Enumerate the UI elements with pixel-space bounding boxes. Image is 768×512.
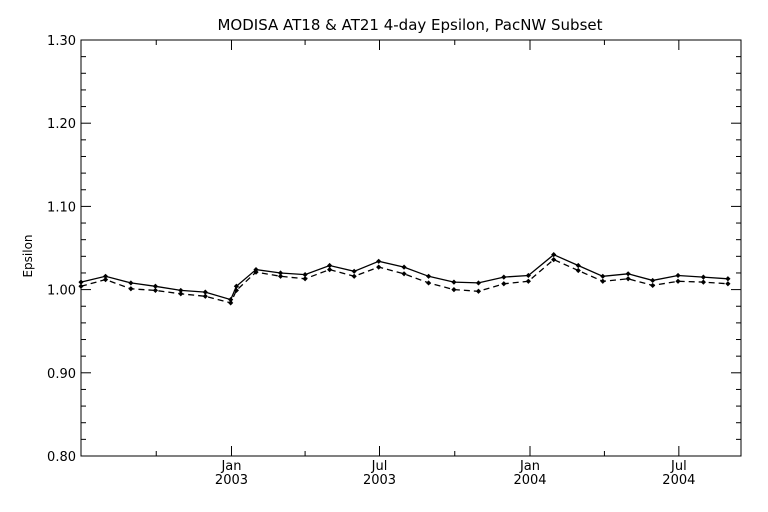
dashed-series-point (202, 293, 208, 299)
dashed-series-point (376, 264, 382, 270)
solid-series-point (475, 280, 482, 286)
x-tick-month: Jul (670, 459, 687, 474)
solid-series-point (551, 252, 557, 258)
dashed-series-point (451, 287, 457, 293)
solid-series-point (575, 262, 581, 269)
solid-series-point (233, 283, 239, 289)
solid-series-point (725, 276, 731, 282)
plot-frame (80, 39, 742, 457)
dashed-series-point (401, 271, 407, 277)
dashed-series-point (575, 267, 581, 274)
solid-series-point (625, 271, 631, 277)
solid-series-point (525, 272, 531, 279)
solid-series-point (277, 270, 284, 276)
plot-lines (78, 252, 731, 306)
x-tick-month: Jan (220, 459, 241, 474)
x-tick-year: 2004 (513, 473, 546, 488)
x-tick-year: 2004 (662, 473, 695, 488)
solid-series-point (202, 289, 208, 295)
y-tick-label: 1.00 (47, 284, 76, 299)
dashed-series-point (475, 288, 482, 294)
solid-series-point (501, 274, 507, 280)
dashed-series-point (700, 279, 706, 285)
dashed-series-point (277, 273, 284, 279)
x-tick-month: Jan (519, 459, 540, 474)
y-tick-label: 1.30 (47, 34, 76, 49)
solid-series-point (152, 283, 159, 289)
dashed-series-point (253, 269, 259, 275)
solid-series-point (327, 262, 333, 269)
solid-series-point (178, 287, 184, 294)
tick-marks (81, 39, 741, 457)
dashed-series-point (228, 300, 234, 306)
dashed-series-point (625, 276, 631, 282)
dashed-series-point (351, 273, 357, 279)
x-tick-year: 2003 (363, 473, 396, 488)
dashed-series-point (600, 278, 606, 284)
solid-series-point (401, 264, 407, 270)
dashed-series-point (650, 282, 656, 289)
dashed-series-point (178, 291, 184, 297)
dashed-series-point (233, 287, 239, 294)
dashed-series-point (525, 278, 531, 284)
y-tick-labels: 0.80 0.90 1.00 1.10 1.20 1.30 (47, 34, 76, 465)
dashed-series-point (102, 277, 109, 283)
dashed-series-point (501, 281, 507, 287)
solid-series-point (451, 279, 457, 285)
chart-title: MODISA AT18 & AT21 4-day Epsilon, PacNW … (217, 16, 602, 34)
y-axis-label: Epsilon (21, 234, 35, 277)
solid-series-point (351, 268, 357, 274)
dashed-series-point (675, 278, 681, 284)
solid-series-point (102, 273, 109, 279)
dashed-series-point (327, 267, 333, 273)
dashed-series-point (725, 281, 731, 287)
y-tick-label: 0.80 (47, 450, 76, 465)
y-tick-label: 1.10 (47, 200, 76, 215)
x-tick-month: Jul (371, 459, 388, 474)
y-tick-label: 1.20 (47, 117, 76, 132)
solid-series-point (425, 273, 432, 279)
solid-series-line (80, 253, 728, 301)
dashed-series-point (551, 257, 557, 263)
solid-series-point (600, 273, 606, 279)
dashed-series-line (80, 258, 728, 304)
solid-series-point (650, 277, 656, 284)
x-tick-year: 2003 (215, 473, 248, 488)
dashed-series-point (152, 287, 159, 294)
solid-series-point (376, 258, 382, 264)
dashed-series-point (128, 286, 134, 292)
solid-series-point (302, 272, 308, 278)
solid-series-point (128, 280, 134, 286)
dashed-series-point (302, 276, 308, 282)
y-tick-label: 0.90 (47, 367, 76, 382)
solid-series-point (700, 274, 706, 280)
dashed-series-point (425, 280, 432, 286)
solid-series-point (675, 272, 681, 279)
